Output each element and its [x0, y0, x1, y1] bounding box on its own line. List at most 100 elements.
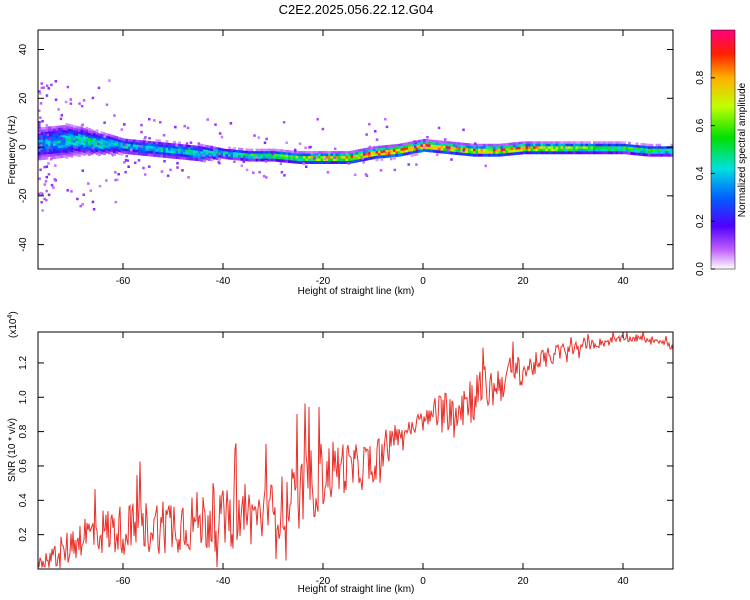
colorbar: 0.00.20.40.60.8 Normalized spectral ampl…	[695, 29, 748, 276]
heatmap-cell	[50, 137, 53, 141]
heatmap-cell	[573, 141, 576, 145]
heatmap-cell	[85, 129, 89, 133]
heatmap-cell	[125, 143, 129, 147]
heatmap-cell	[563, 151, 566, 155]
heatmap-cell	[398, 146, 401, 150]
heatmap-cell	[485, 146, 489, 150]
heatmap-cell	[175, 146, 179, 150]
heatmap-cell	[318, 153, 321, 157]
heatmap-cell	[50, 183, 54, 187]
heatmap-cell	[315, 154, 319, 158]
heatmap-cell	[335, 156, 339, 159]
heatmap-cell	[233, 160, 236, 163]
heatmap-cell	[347, 162, 351, 165]
heatmap-cell	[65, 150, 69, 154]
heatmap-cell	[43, 144, 46, 148]
heatmap-cell	[668, 148, 671, 152]
heatmap-cell	[243, 153, 246, 157]
heatmap-cell	[530, 143, 534, 147]
heatmap-cell	[653, 148, 656, 152]
heatmap-cell	[393, 154, 396, 158]
heatmap-cell	[250, 153, 254, 157]
heatmap-cell	[175, 151, 179, 155]
heatmap-cell	[185, 149, 189, 153]
heatmap-cell	[53, 156, 56, 159]
chart-title: C2E2.2025.056.22.12.G04	[279, 2, 434, 17]
heatmap-cell	[108, 136, 111, 140]
heatmap-cell	[578, 141, 581, 145]
heatmap-cell	[388, 147, 391, 151]
heatmap-cell	[485, 151, 489, 155]
heatmap-cell	[268, 153, 271, 157]
heatmap-cell	[40, 82, 44, 85]
heatmap-cell	[435, 140, 439, 144]
heatmap-cell	[603, 143, 606, 147]
heatmap-cell	[478, 151, 481, 155]
heatmap-cell	[383, 152, 386, 156]
heatmap-cell	[313, 157, 316, 160]
heatmap-cell	[613, 148, 616, 152]
heatmap-cell	[38, 192, 41, 196]
heatmap-cell	[70, 190, 73, 193]
heatmap-cell	[50, 138, 54, 142]
heatmap-cell	[305, 156, 309, 159]
heatmap-cell	[38, 127, 41, 131]
heatmap-cell	[415, 152, 419, 156]
heatmap-cell	[255, 151, 259, 155]
heatmap-cell	[545, 146, 549, 150]
heatmap-cell	[553, 146, 556, 150]
heatmap-cell	[370, 154, 374, 158]
heatmap-cell	[268, 158, 271, 162]
heatmap-cell	[55, 145, 59, 149]
heatmap-cell	[403, 147, 406, 151]
heatmap-cell	[433, 142, 436, 146]
heatmap-cell	[543, 141, 546, 145]
heatmap-cell	[463, 147, 466, 151]
heatmap-cell	[444, 138, 447, 141]
heatmap-cell	[328, 151, 331, 154]
heatmap-cell	[583, 151, 586, 155]
heatmap-cell	[445, 143, 449, 147]
heatmap-cell	[160, 147, 164, 151]
heatmap-cell	[145, 140, 149, 144]
heatmap-cell	[213, 146, 216, 150]
heatmap-cell	[41, 120, 44, 123]
heatmap-cell	[550, 146, 554, 150]
heatmap-cell	[178, 153, 181, 157]
heatmap-cell	[225, 148, 229, 152]
heatmap-cell	[630, 152, 634, 155]
heatmap-cell	[650, 153, 654, 157]
heatmap-cell	[93, 145, 96, 149]
heatmap-cell	[215, 149, 219, 153]
heatmap-cell	[585, 148, 589, 152]
heatmap-cell	[110, 137, 114, 141]
heatmap-cell	[39, 116, 42, 119]
heatmap-cell	[340, 161, 344, 164]
heatmap-cell	[160, 149, 164, 153]
heatmap-cell	[450, 146, 454, 150]
heatmap-cell	[578, 143, 581, 147]
heatmap-cell	[308, 158, 311, 162]
heatmap-cell	[253, 151, 256, 155]
heatmap-cell	[313, 158, 316, 162]
snr-xtick-label-1: -40	[216, 576, 231, 587]
heatmap-cell	[258, 156, 261, 160]
heatmap-cell	[165, 142, 169, 146]
heatmap-cell	[573, 148, 576, 152]
heatmap-cell	[368, 122, 371, 126]
spectrogram-ytick-label-1: -20	[18, 188, 29, 203]
heatmap-cell	[143, 142, 146, 146]
heatmap-cell	[190, 157, 194, 161]
heatmap-cell	[548, 141, 551, 145]
heatmap-cell	[375, 155, 379, 159]
heatmap-cell	[268, 151, 271, 155]
heatmap-cell	[343, 161, 346, 164]
heatmap-cell	[229, 122, 233, 125]
heatmap-cell	[190, 147, 194, 151]
heatmap-cell	[48, 151, 51, 155]
heatmap-cell	[65, 123, 69, 127]
heatmap-cell	[260, 156, 264, 160]
heatmap-cell	[470, 143, 474, 147]
heatmap-cell	[189, 141, 193, 144]
heatmap-cell	[54, 80, 58, 83]
